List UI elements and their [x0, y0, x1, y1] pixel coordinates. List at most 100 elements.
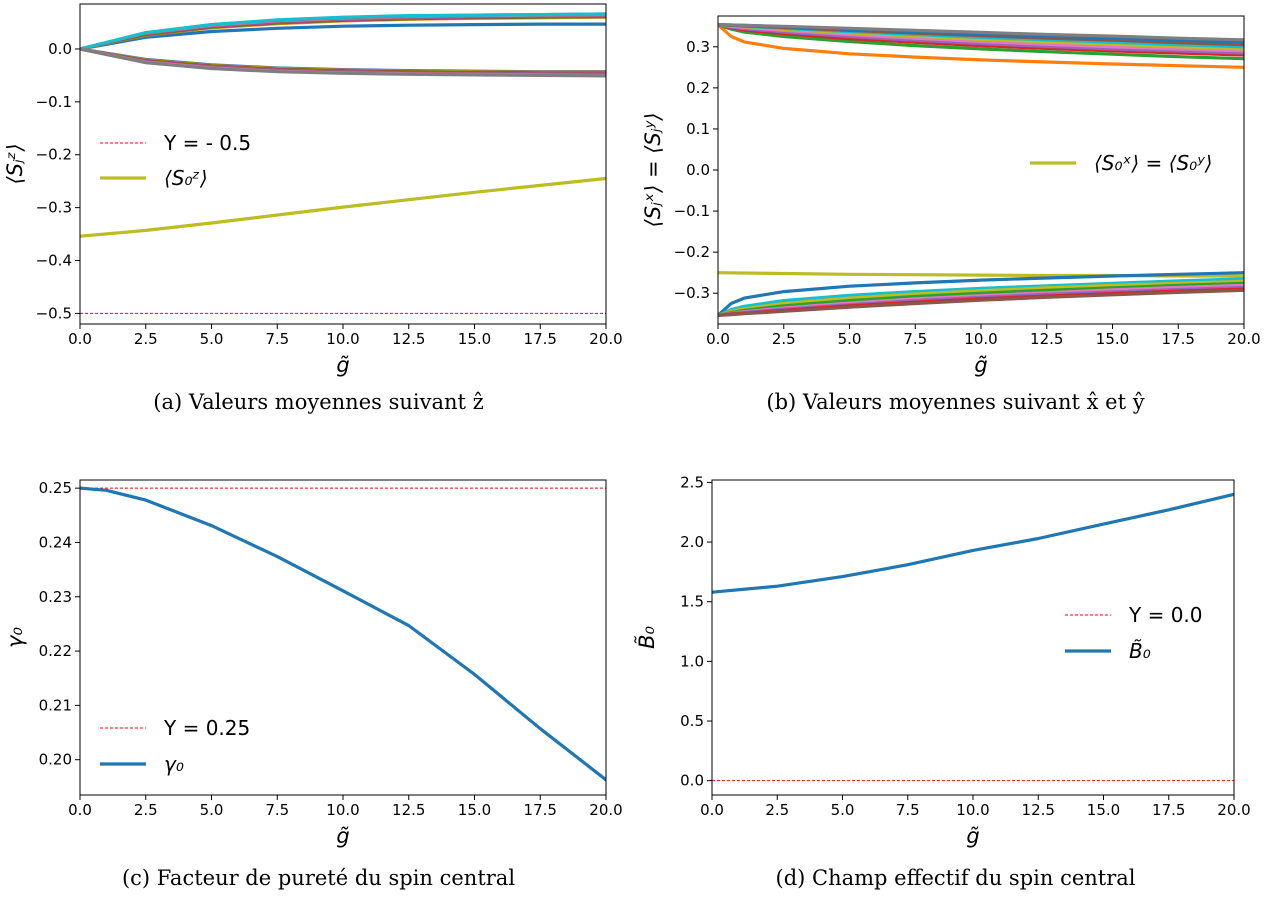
chart-c: 0.0 2.5 5.0 7.5 10.0 12.5 15.0 17.5 20.0 0.20 0.21… — [3, 479, 623, 848]
caption-b: (b) Valeurs moyennes suivant x̂ et ŷ — [766, 390, 1145, 414]
y-tick-label-a-1: −0.4 — [36, 252, 72, 270]
legend-label-c-0: γ₀ — [164, 752, 184, 776]
x-tick-label-a-5: 12.5 — [392, 330, 425, 348]
y-tick-label-b-3: 0.0 — [686, 161, 710, 179]
x-tick-label-a-3: 7.5 — [265, 330, 289, 348]
x-tick-label-b-5: 12.5 — [1030, 330, 1063, 348]
series-line-a-9 — [80, 12, 606, 51]
y-tick-label-d-3: 1.5 — [680, 593, 704, 611]
chart-b: 0.0 2.5 5.0 7.5 10.0 12.5 15.0 17.5 20.0 −0.3 −0.2… — [641, 15, 1261, 377]
y-tick-label-c-1: 0.21 — [39, 696, 72, 714]
y-axis-label-b: ⟨Sⱼˣ⟩ = ⟨Sⱼʸ⟩ — [641, 113, 665, 228]
y-tick-label-d-5: 2.5 — [680, 473, 704, 491]
y-tick-label-a-0: −0.5 — [36, 304, 72, 322]
caption-a: (a) Valeurs moyennes suivant ẑ — [153, 390, 484, 414]
y-tick-label-c-5: 0.25 — [39, 479, 72, 497]
x-tick-label-b-3: 7.5 — [903, 330, 927, 348]
y-tick-label-a-2: −0.3 — [36, 199, 72, 217]
chart-a: 0.0 2.5 5.0 7.5 10.0 12.5 15.0 17.5 20.0 −0.5 −0.4… — [3, 3, 623, 377]
series-line-c-0 — [80, 486, 606, 782]
x-tick-label-c-6: 15.0 — [458, 801, 491, 819]
series-line-b-10 — [718, 23, 1244, 42]
x-tick-label-d-5: 12.5 — [1022, 801, 1055, 819]
x-tick-label-b-1: 2.5 — [772, 330, 796, 348]
x-tick-label-b-2: 5.0 — [838, 330, 862, 348]
x-tick-label-a-2: 5.0 — [200, 330, 224, 348]
y-tick-label-a-5: 0.0 — [48, 40, 72, 58]
caption-c: (c) Facteur de pureté du spin central — [121, 866, 516, 890]
y-tick-label-b-1: −0.2 — [674, 243, 710, 261]
legend-c: Y = 0.25 γ₀ — [100, 716, 250, 776]
y-tick-label-c-0: 0.20 — [39, 751, 72, 769]
axes-frame-c — [79, 479, 607, 796]
series-line-a-0 — [80, 176, 606, 238]
legend-label-reference-d: Y = 0.0 — [1128, 603, 1203, 627]
legend-d: Y = 0.0 B̃₀ — [1065, 603, 1203, 663]
y-tick-label-a-4: −0.1 — [36, 93, 72, 111]
series-line-d-0 — [712, 492, 1234, 594]
x-tick-label-d-7: 17.5 — [1152, 801, 1185, 819]
legend-b: ⟨S₀ˣ⟩ = ⟨S₀ʸ⟩ — [1030, 151, 1212, 175]
x-tick-label-c-0: 0.0 — [68, 801, 92, 819]
y-tick-label-b-6: 0.3 — [686, 38, 710, 56]
axes-frame-a — [79, 3, 607, 325]
x-tick-label-d-4: 10.0 — [956, 801, 989, 819]
x-axis-label-b: g̃ — [974, 353, 987, 377]
x-tick-label-a-4: 10.0 — [326, 330, 359, 348]
legend-label-d-0: B̃₀ — [1129, 639, 1151, 663]
x-tick-label-d-2: 5.0 — [831, 801, 855, 819]
x-tick-label-c-4: 10.0 — [326, 801, 359, 819]
y-axis-label-c: γ₀ — [3, 627, 27, 648]
x-tick-label-c-1: 2.5 — [134, 801, 158, 819]
caption-d: (d) Champ effectif du spin central — [775, 866, 1136, 890]
series-line-b-11 — [718, 271, 1244, 317]
x-tick-label-d-6: 15.0 — [1087, 801, 1120, 819]
legend-a: Y = - 0.5 ⟨S₀ᶻ⟩ — [100, 131, 251, 190]
x-tick-label-b-4: 10.0 — [964, 330, 997, 348]
y-tick-label-b-5: 0.2 — [686, 79, 710, 97]
x-tick-label-c-7: 17.5 — [524, 801, 557, 819]
y-tick-label-b-2: −0.1 — [674, 202, 710, 220]
x-tick-label-c-3: 7.5 — [265, 801, 289, 819]
x-tick-label-b-8: 20.0 — [1227, 330, 1260, 348]
series-line-b-1 — [718, 23, 1244, 69]
y-tick-label-c-3: 0.23 — [39, 588, 72, 606]
series-line-a-17 — [80, 47, 606, 78]
x-tick-label-a-1: 2.5 — [134, 330, 158, 348]
axes-frame-d — [711, 479, 1235, 796]
y-axis-label-d: B̃₀ — [634, 626, 659, 649]
x-axis-label-a: g̃ — [336, 353, 349, 377]
x-tick-label-c-8: 20.0 — [589, 801, 622, 819]
x-tick-label-b-7: 17.5 — [1162, 330, 1195, 348]
x-tick-label-a-7: 17.5 — [524, 330, 557, 348]
x-tick-label-c-5: 12.5 — [392, 801, 425, 819]
x-tick-label-a-6: 15.0 — [458, 330, 491, 348]
series-line-b-18 — [718, 288, 1244, 317]
x-tick-label-d-0: 0.0 — [700, 801, 724, 819]
legend-label-b-0: ⟨S₀ˣ⟩ = ⟨S₀ʸ⟩ — [1094, 151, 1212, 175]
x-tick-label-d-1: 2.5 — [765, 801, 789, 819]
y-tick-label-d-2: 1.0 — [680, 652, 704, 670]
legend-label-reference-a: Y = - 0.5 — [163, 131, 251, 155]
y-tick-label-b-4: 0.1 — [686, 120, 710, 138]
x-tick-label-c-2: 5.0 — [200, 801, 224, 819]
y-tick-label-c-2: 0.22 — [39, 642, 72, 660]
series-line-b-2 — [718, 23, 1244, 61]
x-tick-label-d-3: 7.5 — [896, 801, 920, 819]
x-tick-label-d-8: 20.0 — [1217, 801, 1250, 819]
x-tick-label-a-8: 20.0 — [589, 330, 622, 348]
x-tick-label-b-6: 15.0 — [1096, 330, 1129, 348]
x-axis-label-d: g̃ — [966, 824, 979, 848]
y-tick-label-a-3: −0.2 — [36, 146, 72, 164]
chart-d: 0.0 2.5 5.0 7.5 10.0 12.5 15.0 17.5 20.0 0.0 0.5 1.… — [634, 473, 1251, 848]
y-tick-label-d-1: 0.5 — [680, 712, 704, 730]
y-tick-label-d-0: 0.0 — [680, 772, 704, 790]
legend-label-a-0: ⟨S₀ᶻ⟩ — [164, 166, 208, 190]
y-tick-label-c-4: 0.24 — [39, 533, 72, 551]
series-line-a-1 — [80, 22, 606, 51]
y-axis-label-a: ⟨Sⱼᶻ⟩ — [3, 143, 27, 184]
legend-label-reference-c: Y = 0.25 — [163, 716, 250, 740]
x-tick-label-b-0: 0.0 — [706, 330, 730, 348]
y-tick-label-b-0: −0.3 — [674, 284, 710, 302]
